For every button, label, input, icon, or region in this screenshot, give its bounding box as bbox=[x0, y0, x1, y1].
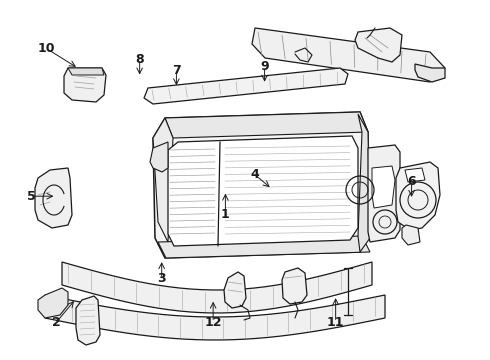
Polygon shape bbox=[415, 64, 445, 82]
Text: 10: 10 bbox=[38, 42, 55, 55]
Polygon shape bbox=[62, 262, 372, 313]
Polygon shape bbox=[68, 68, 104, 75]
Text: 9: 9 bbox=[260, 60, 269, 73]
Polygon shape bbox=[355, 28, 402, 62]
Text: 7: 7 bbox=[172, 64, 181, 77]
Text: 11: 11 bbox=[327, 316, 344, 329]
Text: 6: 6 bbox=[407, 175, 416, 188]
Text: 2: 2 bbox=[52, 316, 61, 329]
Text: 4: 4 bbox=[250, 168, 259, 181]
Polygon shape bbox=[64, 68, 106, 102]
Text: 1: 1 bbox=[221, 208, 230, 221]
Polygon shape bbox=[405, 168, 425, 182]
Polygon shape bbox=[150, 142, 168, 172]
Polygon shape bbox=[158, 236, 370, 258]
Polygon shape bbox=[35, 168, 72, 228]
Polygon shape bbox=[402, 225, 420, 245]
Polygon shape bbox=[282, 268, 307, 304]
Polygon shape bbox=[358, 114, 370, 252]
Polygon shape bbox=[372, 166, 395, 208]
Polygon shape bbox=[38, 288, 68, 318]
Polygon shape bbox=[224, 272, 246, 308]
Polygon shape bbox=[76, 296, 100, 345]
Polygon shape bbox=[153, 118, 173, 242]
Text: 5: 5 bbox=[27, 190, 36, 203]
Text: 12: 12 bbox=[204, 316, 222, 329]
Text: 3: 3 bbox=[157, 273, 166, 285]
Polygon shape bbox=[165, 112, 368, 138]
Text: 8: 8 bbox=[135, 53, 144, 66]
Polygon shape bbox=[45, 295, 385, 340]
Polygon shape bbox=[144, 68, 348, 104]
Polygon shape bbox=[168, 136, 358, 246]
Polygon shape bbox=[368, 145, 400, 242]
Polygon shape bbox=[153, 112, 370, 258]
Polygon shape bbox=[396, 162, 440, 230]
Polygon shape bbox=[252, 28, 445, 82]
